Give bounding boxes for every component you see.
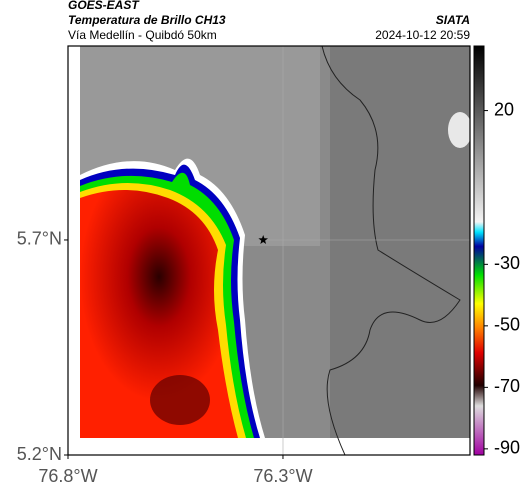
colorbar-tick-label: -90 [494,438,520,458]
colorbar-tick-label: 20 [494,99,514,119]
colorbar [473,45,485,456]
colorbar-tick-label: -50 [494,315,520,335]
x-tick-label: 76.3°W [253,466,312,486]
location: Vía Medellín - Quibdó 50km [68,28,217,42]
location-marker [258,235,268,244]
subtitle: Temperatura de Brillo CH13 [68,13,226,27]
datetime: 2024-10-12 20:59 [375,28,470,42]
title: GOES-EAST [68,0,140,12]
colorbar-tick-label: -70 [494,376,520,396]
colorbar-tick-label: -30 [494,253,520,273]
map-frame [67,45,471,456]
x-tick-label: 76.8°W [38,466,97,486]
y-tick-label: 5.2°N [17,444,62,464]
source: SIATA [436,13,470,27]
satellite-image [80,46,470,455]
y-tick-label: 5.7°N [17,229,62,249]
